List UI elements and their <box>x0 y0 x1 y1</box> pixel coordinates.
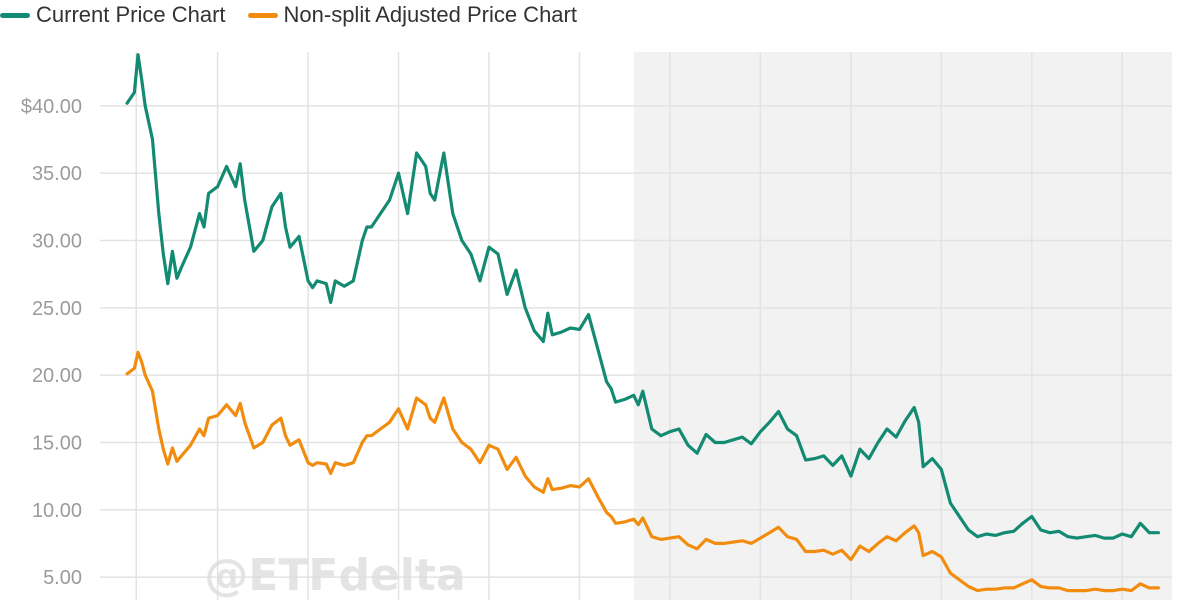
y-tick-label: 20.00 <box>32 365 82 387</box>
legend-item-non-split-adjusted[interactable]: Non-split Adjusted Price Chart <box>247 2 577 28</box>
shaded-region <box>633 52 1172 600</box>
y-tick-label: 5.00 <box>43 567 82 589</box>
legend-item-current-price[interactable]: Current Price Chart <box>0 2 226 28</box>
series-lines <box>125 53 1161 593</box>
y-tick-label: $40.00 <box>21 96 82 118</box>
y-tick-label: 30.00 <box>32 231 82 253</box>
y-tick-label: 35.00 <box>32 163 82 185</box>
chart-legend: Current Price Chart Non-split Adjusted P… <box>0 0 599 30</box>
y-tick-label: 15.00 <box>32 432 82 454</box>
legend-swatch-non-split-adjusted <box>247 12 278 18</box>
y-tick-label: 10.00 <box>32 500 82 522</box>
legend-swatch-current-price <box>0 12 30 18</box>
legend-label-non-split-adjusted: Non-split Adjusted Price Chart <box>283 2 577 27</box>
y-axis-tick-labels: 5.00 10.00 15.00 20.00 25.00 30.00 35.00 $40.00 <box>21 96 82 589</box>
series-line-current-price <box>125 53 1161 540</box>
watermark-text: @ETFdelta <box>204 550 465 600</box>
grid-lines <box>100 52 1172 600</box>
y-tick-label: 25.00 <box>32 298 82 320</box>
series-line-non-split-adjusted <box>125 350 1161 593</box>
legend-label-current-price: Current Price Chart <box>36 2 226 27</box>
